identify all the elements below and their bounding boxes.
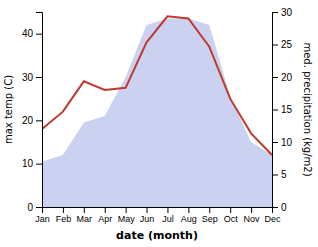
tick-mark [36, 164, 42, 165]
tick-label: Feb [56, 214, 72, 224]
tick: 0 [272, 202, 287, 213]
tick: Feb [56, 207, 72, 224]
tick: 10 [272, 137, 293, 148]
tick-label: 25 [281, 39, 293, 50]
area [42, 19, 272, 208]
tick-mark [272, 207, 278, 208]
line [42, 16, 272, 155]
tick: Jan [35, 207, 50, 224]
tick-label: Dec [264, 214, 281, 224]
tick-mark [167, 207, 168, 213]
tick-label: Jan [35, 214, 50, 224]
tick-mark [36, 77, 42, 78]
y2-axis-title: med. precipitation (kg/m2) [302, 42, 313, 176]
tick-label: Apr [98, 214, 112, 224]
tick: Mar [77, 207, 93, 224]
plot: JanFebMarAprMayJunJulAugSepOctNovDec0102… [3, 7, 313, 242]
y2-axis: 0 5 10 15 20 25 30 [272, 7, 293, 213]
tick-label: 30 [281, 7, 293, 18]
tick-label: Jul [162, 214, 174, 224]
tick-label: Jun [140, 214, 155, 224]
marks [42, 16, 272, 207]
tick: 5 [272, 169, 287, 180]
tick: Oct [224, 207, 239, 224]
tick: Jul [162, 207, 174, 224]
tick: Nov [244, 207, 261, 224]
x-axis: Jan Feb Mar Apr May Jun Jul Aug Sep Oct NovDec [35, 207, 281, 224]
tick-label: 10 [22, 158, 34, 169]
tick: Jun [140, 207, 155, 224]
tick: 40 [22, 28, 42, 39]
tick-label: 10 [281, 137, 293, 148]
tick-label: 0 [281, 202, 287, 213]
tick-mark [84, 207, 85, 213]
y-axis-title: max temp (C) [3, 75, 14, 144]
axis-line [43, 208, 273, 214]
tick-label: 30 [22, 72, 34, 83]
tick: Aug [181, 207, 197, 224]
tick-mark [230, 207, 231, 213]
tick: 30 [272, 7, 293, 18]
tick-label: 20 [281, 72, 293, 83]
tick-label: May [118, 214, 136, 224]
tick-mark [126, 207, 127, 213]
tick: 20 [272, 72, 293, 83]
x-axis-title: date (month) [116, 229, 198, 242]
tick-mark [272, 142, 278, 143]
tick: Sep [202, 207, 218, 224]
tick: 15 [272, 104, 293, 115]
tick-mark [272, 110, 278, 111]
axis-line [273, 13, 279, 208]
tick-mark [188, 207, 189, 213]
chart: JanFebMarAprMayJunJulAugSepOctNovDec0102… [0, 0, 318, 247]
tick-label: Sep [202, 214, 218, 224]
tick: 25 [272, 39, 293, 50]
tick-label: Mar [77, 214, 93, 224]
tick-mark [272, 12, 278, 13]
tick-label: 40 [22, 28, 34, 39]
tick-mark [147, 207, 148, 213]
tick-mark [36, 34, 42, 35]
tick-mark [36, 120, 42, 121]
tick-mark [63, 207, 64, 213]
tick: May [118, 207, 136, 224]
tick-label: 0 [27, 202, 33, 213]
tick-label: 15 [281, 104, 293, 115]
tick-label: Nov [244, 214, 261, 224]
y-axis: 0 10 20 30 40 [22, 13, 43, 213]
tick-label: Oct [224, 214, 239, 224]
tick: Dec [264, 207, 281, 224]
tick: 30 [22, 72, 42, 83]
tick-label: Aug [181, 214, 197, 224]
tick: Apr [98, 207, 112, 224]
tick: 0 [27, 202, 42, 213]
tick-label: 20 [22, 115, 34, 126]
tick: 10 [22, 158, 42, 169]
tick-mark [105, 207, 106, 213]
tick-mark [272, 175, 278, 176]
tick-mark [272, 77, 278, 78]
tick-mark [272, 45, 278, 46]
axis-line [36, 13, 43, 208]
tick-label: 5 [281, 169, 287, 180]
tick-mark [251, 207, 252, 213]
tick-mark [36, 207, 42, 208]
tick-mark [209, 207, 210, 213]
tick: 20 [22, 115, 42, 126]
